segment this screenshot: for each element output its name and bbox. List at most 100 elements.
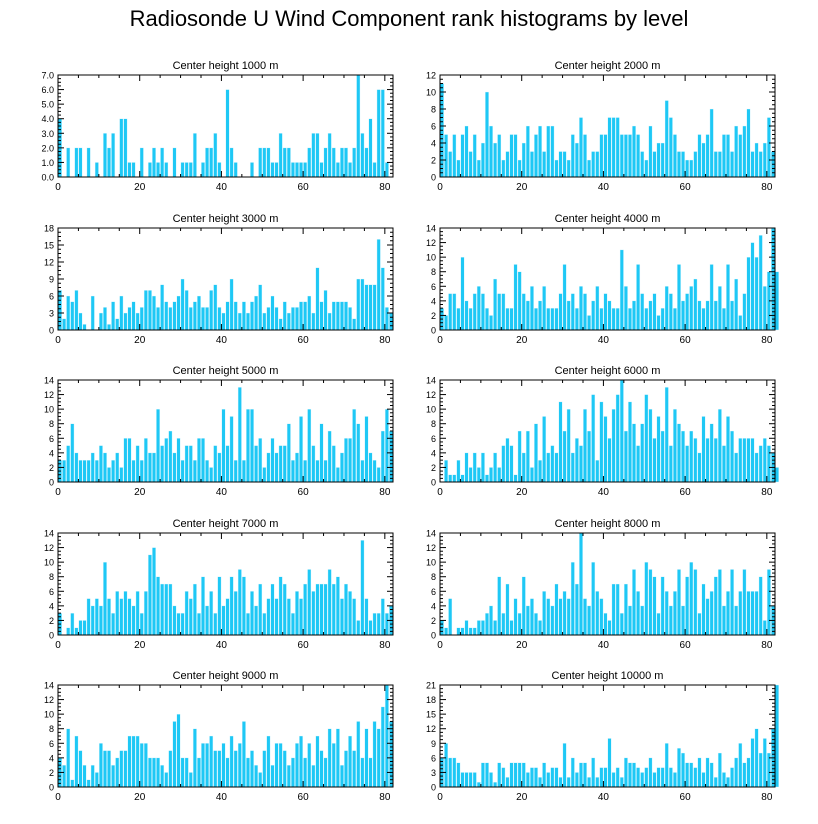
bar	[611, 772, 616, 788]
y-tick-label: 10	[44, 558, 54, 568]
bar	[721, 307, 726, 331]
bar	[127, 438, 132, 483]
bar	[529, 598, 534, 636]
y-tick-label: 8	[431, 267, 436, 277]
bar	[315, 735, 320, 788]
x-tick-label: 40	[216, 335, 228, 346]
bar	[721, 445, 726, 483]
bar	[352, 318, 357, 331]
bar	[188, 598, 193, 636]
bar	[70, 779, 75, 788]
bar	[147, 757, 152, 788]
chart-panel-5: Center height 5000 m 0 20 40 60 80 0 2 4 6 8 10 12 14	[44, 365, 394, 498]
bar	[509, 445, 514, 483]
bar	[464, 620, 469, 636]
bar	[742, 125, 747, 178]
bar	[147, 290, 152, 331]
bar	[123, 750, 128, 788]
bar	[525, 605, 530, 636]
figure-title: Radiosonde U Wind Component rank histogr…	[129, 6, 689, 31]
bar	[775, 467, 779, 483]
bar	[562, 430, 567, 483]
bar	[709, 762, 714, 788]
bar	[656, 416, 661, 483]
panel-title: Center height 3000 m	[173, 213, 279, 225]
bar	[172, 605, 177, 636]
bar	[681, 151, 686, 178]
bar	[579, 286, 583, 331]
y-tick-label: 8	[431, 419, 436, 429]
x-tick-label: 60	[298, 640, 310, 651]
bar	[315, 583, 320, 636]
bar	[558, 777, 563, 788]
bar	[705, 300, 710, 331]
bar	[360, 459, 365, 483]
bar	[119, 295, 124, 331]
bar	[192, 133, 197, 178]
bar	[550, 125, 555, 178]
y-tick-label: 8	[431, 105, 436, 115]
bar	[270, 583, 275, 636]
bar	[339, 764, 344, 788]
bar	[599, 598, 604, 636]
bar	[750, 738, 755, 788]
bar	[323, 147, 328, 178]
bar	[209, 147, 214, 178]
bar	[331, 147, 336, 178]
bar	[615, 583, 620, 636]
bar	[299, 598, 304, 636]
bar	[501, 612, 506, 636]
x-tick-label: 0	[437, 792, 443, 803]
bar	[311, 764, 316, 788]
bar	[66, 627, 71, 636]
bar	[286, 423, 291, 483]
bar	[339, 598, 344, 636]
bar	[266, 598, 271, 636]
x-tick-label: 60	[298, 335, 310, 346]
bar	[529, 151, 534, 178]
bar	[493, 452, 498, 483]
bar	[644, 394, 649, 483]
bar	[579, 762, 583, 788]
bar	[241, 301, 246, 331]
bar	[70, 423, 75, 483]
bar	[583, 762, 587, 788]
bar	[380, 89, 385, 178]
bar	[734, 125, 739, 178]
bar	[717, 752, 722, 788]
bar	[472, 293, 477, 331]
bar	[619, 379, 624, 483]
bar	[664, 743, 669, 788]
bar	[489, 467, 494, 483]
bar	[90, 764, 95, 788]
bar	[448, 474, 453, 483]
bar	[607, 738, 612, 788]
bar	[603, 416, 608, 483]
bar	[274, 598, 279, 636]
bar	[493, 620, 498, 636]
bar	[570, 452, 575, 483]
y-tick-label: 4	[49, 753, 54, 763]
bar	[217, 576, 222, 636]
bar	[701, 142, 706, 178]
bar	[546, 125, 551, 178]
bar	[566, 777, 571, 788]
x-tick-label: 20	[516, 640, 528, 651]
bar	[98, 312, 103, 331]
bar	[664, 387, 669, 483]
bar	[368, 284, 373, 331]
bar	[444, 315, 449, 331]
y-tick-label: 10	[44, 405, 54, 415]
bar	[636, 591, 641, 636]
y-tick-label: 0	[431, 783, 436, 793]
bar	[509, 134, 514, 178]
bar	[746, 438, 751, 483]
x-tick-label: 80	[761, 182, 773, 193]
bar	[168, 583, 173, 636]
bar	[497, 293, 502, 331]
bar	[525, 430, 530, 483]
bar	[131, 459, 136, 483]
bar	[131, 605, 136, 636]
bar	[184, 162, 189, 178]
bar	[303, 459, 308, 483]
